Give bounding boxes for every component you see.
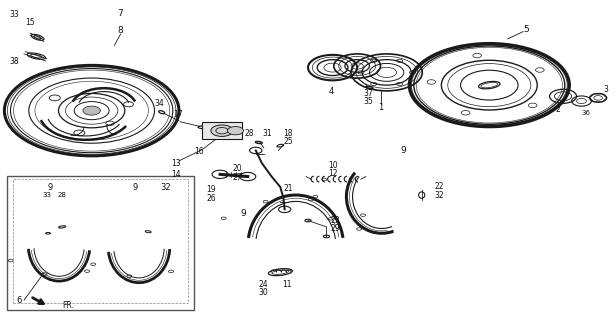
Circle shape [227, 126, 243, 135]
Circle shape [211, 125, 233, 136]
Text: 9: 9 [47, 183, 52, 192]
Text: 38: 38 [9, 57, 19, 66]
Text: 35: 35 [363, 97, 373, 106]
Text: 9: 9 [241, 209, 246, 218]
Text: 16: 16 [194, 147, 203, 156]
Text: 37: 37 [363, 89, 373, 98]
Text: 23: 23 [331, 216, 341, 225]
Bar [13, 179, 188, 303]
Text: 22: 22 [434, 182, 444, 191]
Text: 9: 9 [400, 146, 406, 155]
Text: 2: 2 [556, 105, 561, 114]
Text: 24: 24 [258, 280, 268, 289]
Text: 28: 28 [58, 192, 67, 198]
Bar [7, 176, 194, 310]
Text: 13: 13 [171, 159, 180, 168]
Text: 31: 31 [262, 129, 272, 138]
Text: 19: 19 [206, 185, 216, 194]
Text: 18: 18 [283, 129, 293, 138]
Text: 30: 30 [258, 288, 268, 297]
Text: 9: 9 [132, 183, 137, 192]
Text: 10: 10 [328, 161, 338, 170]
Text: 27: 27 [232, 173, 242, 182]
Text: 25: 25 [283, 137, 293, 146]
Text: 34: 34 [155, 99, 164, 108]
Text: 5: 5 [524, 25, 529, 34]
Text: 4: 4 [329, 87, 334, 96]
Text: 3: 3 [604, 85, 609, 94]
Circle shape [83, 106, 100, 115]
Text: 20: 20 [232, 164, 242, 173]
Text: 33: 33 [43, 192, 51, 198]
Ellipse shape [366, 86, 373, 89]
Text: 1: 1 [378, 103, 383, 112]
Text: 12: 12 [328, 169, 338, 178]
Text: 33: 33 [9, 10, 19, 19]
Text: 11: 11 [282, 280, 291, 289]
Bar [202, 122, 242, 139]
Text: 15: 15 [25, 18, 35, 27]
Text: 8: 8 [118, 27, 123, 36]
Text: FR.: FR. [62, 301, 74, 310]
Text: 36: 36 [582, 110, 591, 116]
Text: 7: 7 [118, 9, 123, 18]
Text: 6: 6 [17, 296, 22, 305]
Text: 17: 17 [173, 110, 182, 119]
Text: 26: 26 [206, 194, 216, 203]
Text: 21: 21 [283, 184, 293, 193]
Text: 28: 28 [245, 129, 254, 138]
Text: 32: 32 [160, 183, 171, 192]
Text: 29: 29 [331, 224, 341, 233]
Text: 32: 32 [434, 190, 444, 200]
Text: 14: 14 [171, 170, 180, 179]
